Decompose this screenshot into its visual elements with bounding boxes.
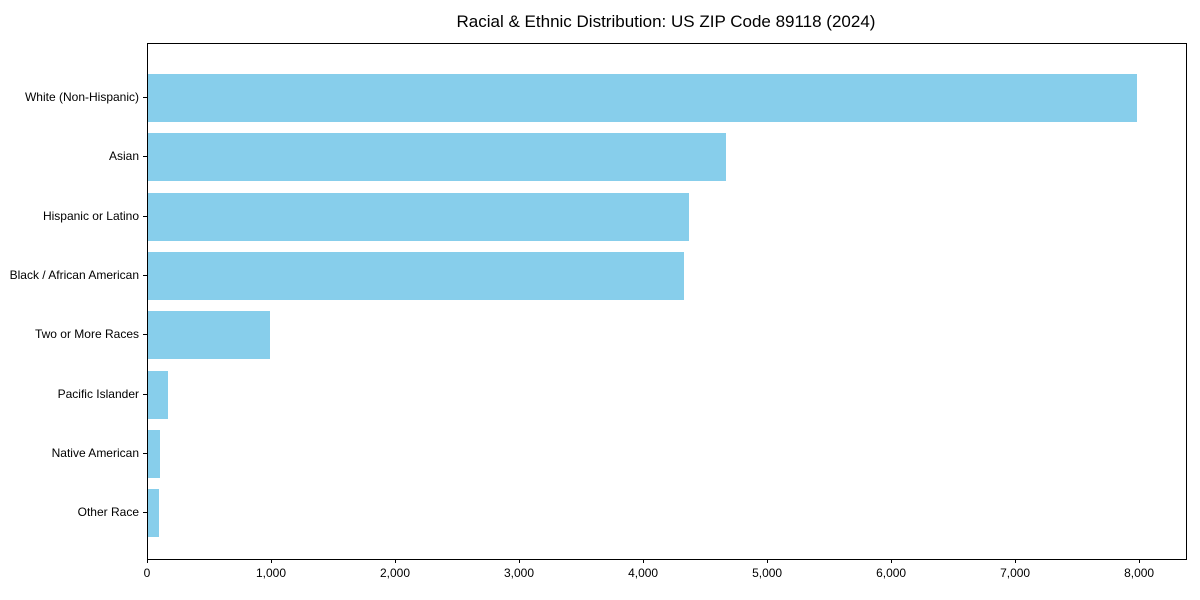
x-tick-mark bbox=[271, 559, 272, 563]
y-tick-label: Two or More Races bbox=[34, 327, 139, 342]
x-tick-label: 7,000 bbox=[1000, 566, 1031, 580]
y-tick-mark bbox=[143, 274, 147, 276]
y-tick-mark bbox=[143, 334, 147, 336]
x-tick-label: 5,000 bbox=[752, 566, 783, 580]
x-tick-label: 6,000 bbox=[876, 566, 907, 580]
y-tick-label: Black / African American bbox=[9, 267, 139, 282]
x-tick-mark bbox=[147, 559, 148, 563]
y-tick-label: White (Non-Hispanic) bbox=[24, 90, 139, 104]
y-tick-label: Asian bbox=[108, 149, 139, 164]
bar bbox=[148, 489, 159, 538]
x-tick-mark bbox=[395, 559, 396, 563]
y-tick-label: Hispanic or Latino bbox=[42, 208, 139, 223]
bar bbox=[148, 429, 161, 478]
x-tick-label: 8,000 bbox=[1124, 566, 1155, 580]
chart-title: Racial & Ethnic Distribution: US ZIP Cod… bbox=[456, 12, 876, 31]
x-tick-mark bbox=[519, 559, 520, 563]
y-tick-mark bbox=[143, 215, 147, 217]
y-tick-mark bbox=[143, 393, 147, 395]
y-tick-mark bbox=[143, 452, 147, 454]
x-tick-label: 4,000 bbox=[628, 566, 659, 580]
y-tick-mark bbox=[143, 156, 147, 158]
bar bbox=[148, 192, 689, 241]
y-tick-label: Pacific Islander bbox=[57, 386, 139, 401]
x-tick-mark bbox=[643, 559, 645, 563]
x-tick-mark bbox=[1139, 559, 1141, 563]
x-tick-label: 0 bbox=[143, 566, 151, 580]
y-tick-mark bbox=[143, 97, 147, 98]
y-tick-label: Native American bbox=[51, 445, 139, 460]
bar bbox=[148, 133, 726, 182]
bar bbox=[148, 74, 1137, 122]
x-tick-mark bbox=[891, 559, 893, 563]
bar bbox=[148, 311, 270, 360]
x-tick-mark bbox=[1015, 559, 1017, 563]
bar bbox=[148, 251, 684, 300]
bar bbox=[148, 370, 168, 419]
plot-area bbox=[147, 43, 1187, 560]
x-tick-label: 1,000 bbox=[255, 566, 287, 580]
x-tick-label: 3,000 bbox=[503, 566, 535, 580]
x-tick-mark bbox=[767, 559, 769, 563]
y-tick-label: Other Race bbox=[77, 505, 139, 520]
x-tick-label: 2,000 bbox=[379, 566, 411, 580]
y-tick-mark bbox=[143, 512, 147, 514]
